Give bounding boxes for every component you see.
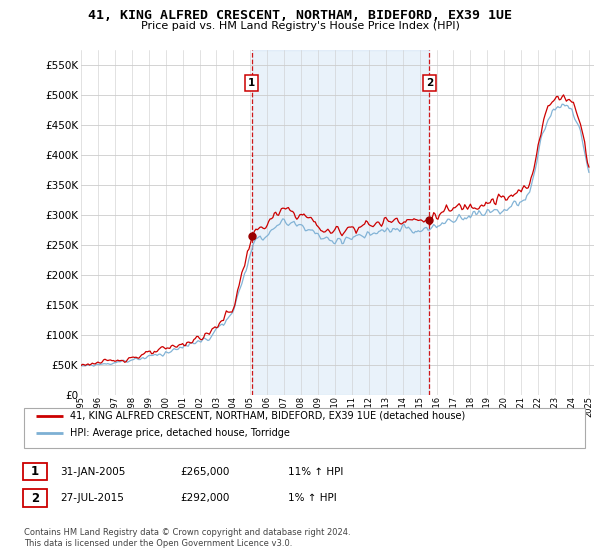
Text: 41, KING ALFRED CRESCENT, NORTHAM, BIDEFORD, EX39 1UE (detached house): 41, KING ALFRED CRESCENT, NORTHAM, BIDEF… [70, 410, 466, 421]
Text: 31-JAN-2005: 31-JAN-2005 [60, 466, 125, 477]
Text: 27-JUL-2015: 27-JUL-2015 [60, 493, 124, 503]
Text: 11% ↑ HPI: 11% ↑ HPI [288, 466, 343, 477]
Text: HPI: Average price, detached house, Torridge: HPI: Average price, detached house, Torr… [70, 428, 290, 438]
Text: £292,000: £292,000 [180, 493, 229, 503]
Text: Contains HM Land Registry data © Crown copyright and database right 2024.
This d: Contains HM Land Registry data © Crown c… [24, 528, 350, 548]
Text: 1% ↑ HPI: 1% ↑ HPI [288, 493, 337, 503]
Text: 2: 2 [31, 492, 39, 505]
Text: Price paid vs. HM Land Registry's House Price Index (HPI): Price paid vs. HM Land Registry's House … [140, 21, 460, 31]
Text: 1: 1 [31, 465, 39, 478]
Text: 2: 2 [426, 78, 433, 88]
Text: £265,000: £265,000 [180, 466, 229, 477]
Bar [251, 50, 430, 395]
Text: 1: 1 [248, 78, 255, 88]
Text: 41, KING ALFRED CRESCENT, NORTHAM, BIDEFORD, EX39 1UE: 41, KING ALFRED CRESCENT, NORTHAM, BIDEF… [88, 9, 512, 22]
